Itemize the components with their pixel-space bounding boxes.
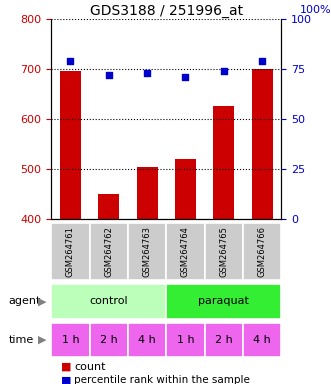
Bar [205,323,243,357]
Text: 2 h: 2 h [215,335,233,345]
Bar [243,223,281,280]
Bar [51,223,90,280]
Text: GSM264765: GSM264765 [219,226,228,277]
Text: paraquat: paraquat [198,296,249,306]
Text: agent: agent [8,296,41,306]
Bar [137,167,158,219]
Bar [213,106,234,219]
Text: GSM264761: GSM264761 [66,226,75,277]
Text: 100%: 100% [300,5,331,15]
Text: control: control [89,296,128,306]
Point [183,74,188,80]
Text: count: count [74,362,106,372]
Text: GSM264763: GSM264763 [143,226,152,277]
Point [145,70,150,76]
Bar [175,159,196,219]
Text: ■: ■ [61,362,72,372]
Title: GDS3188 / 251996_at: GDS3188 / 251996_at [90,4,243,18]
Point [260,58,265,64]
Text: 1 h: 1 h [62,335,79,345]
Text: ■: ■ [61,375,72,384]
Text: 4 h: 4 h [253,335,271,345]
Bar [51,284,166,319]
Bar [98,194,119,219]
Text: percentile rank within the sample: percentile rank within the sample [74,375,250,384]
Text: ▶: ▶ [38,296,47,306]
Bar [60,71,81,219]
Text: GSM264766: GSM264766 [258,226,267,277]
Text: GSM264762: GSM264762 [104,226,113,277]
Bar [252,69,273,219]
Bar [205,223,243,280]
Point [106,72,112,78]
Bar [51,323,90,357]
Text: time: time [8,335,33,345]
Bar [243,323,281,357]
Bar [166,323,205,357]
Bar [128,323,166,357]
Text: 4 h: 4 h [138,335,156,345]
Point [68,58,73,64]
Bar [90,323,128,357]
Bar [166,284,281,319]
Bar [128,223,166,280]
Text: 1 h: 1 h [177,335,194,345]
Bar [90,223,128,280]
Text: GSM264764: GSM264764 [181,226,190,277]
Point [221,68,226,74]
Text: ▶: ▶ [38,335,47,345]
Text: 2 h: 2 h [100,335,118,345]
Bar [166,223,205,280]
